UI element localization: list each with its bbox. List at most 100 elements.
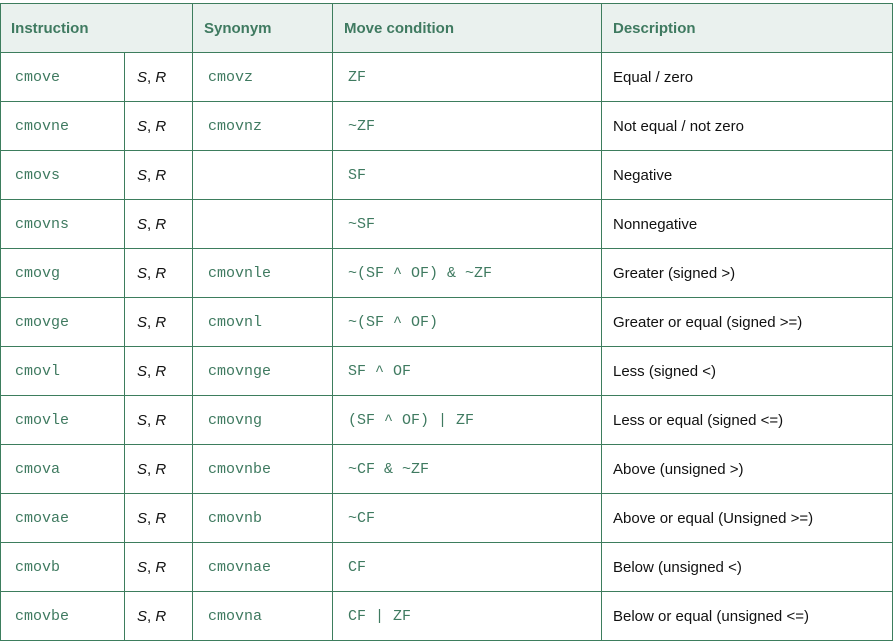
operands-cell: S, R [124,199,193,249]
operand-source: S [137,166,148,184]
synonym-cell: cmovnb [192,493,333,543]
operand-source: S [137,362,148,380]
operand-register: R [155,264,167,282]
instruction-cell: cmovg [0,248,125,298]
operand-source: S [137,558,148,576]
description-cell: Below or equal (unsigned <=) [601,591,893,641]
operands-cell: S, R [124,150,193,200]
operand-source: S [137,460,148,478]
operand-register: R [155,460,167,478]
synonym-cell: cmovnz [192,101,333,151]
operand-register: R [155,558,167,576]
operand-register: R [155,607,167,625]
synonym-cell: cmovnl [192,297,333,347]
operands-cell: S, R [124,542,193,592]
operands-cell: S, R [124,493,193,543]
operand-register: R [155,313,167,331]
move-condition-cell: ~CF & ~ZF [332,444,602,494]
synonym-cell: cmovz [192,52,333,102]
description-cell: Greater (signed >) [601,248,893,298]
instruction-cell: cmovns [0,199,125,249]
description-cell: Equal / zero [601,52,893,102]
instruction-cell: cmovbe [0,591,125,641]
description-cell: Negative [601,150,893,200]
header-description: Description [601,3,893,53]
synonym-cell: cmovnge [192,346,333,396]
move-condition-cell: CF | ZF [332,591,602,641]
synonym-cell: cmovnle [192,248,333,298]
move-condition-cell: ZF [332,52,602,102]
move-condition-cell: SF [332,150,602,200]
operands-cell: S, R [124,248,193,298]
conditional-move-table: Instruction Synonym Move condition Descr… [0,3,893,641]
operand-register: R [155,166,167,184]
operands-cell: S, R [124,297,193,347]
operand-source: S [137,215,148,233]
operand-source: S [137,313,148,331]
operand-source: S [137,509,148,527]
operand-register: R [155,411,167,429]
operands-cell: S, R [124,395,193,445]
instruction-cell: cmove [0,52,125,102]
table-row: cmovs S, R SF Negative [0,150,893,200]
instruction-cell: cmovle [0,395,125,445]
move-condition-cell: ~ZF [332,101,602,151]
operands-cell: S, R [124,101,193,151]
operand-register: R [155,215,167,233]
move-condition-cell: (SF ^ OF) | ZF [332,395,602,445]
instruction-cell: cmovae [0,493,125,543]
operand-register: R [155,362,167,380]
move-condition-cell: ~SF [332,199,602,249]
description-cell: Greater or equal (signed >=) [601,297,893,347]
operands-cell: S, R [124,444,193,494]
operand-source: S [137,411,148,429]
operand-source: S [137,117,148,135]
header-instruction: Instruction [0,3,193,53]
header-synonym: Synonym [192,3,333,53]
description-cell: Above (unsigned >) [601,444,893,494]
operand-source: S [137,68,148,86]
synonym-cell [192,150,333,200]
operand-register: R [155,68,167,86]
synonym-cell: cmovnae [192,542,333,592]
description-cell: Below (unsigned <) [601,542,893,592]
description-cell: Above or equal (Unsigned >=) [601,493,893,543]
operand-register: R [155,117,167,135]
instruction-cell: cmovl [0,346,125,396]
header-row: Instruction Synonym Move condition Descr… [0,3,893,53]
description-cell: Nonnegative [601,199,893,249]
header-move-condition: Move condition [332,3,602,53]
instruction-cell: cmovne [0,101,125,151]
instruction-cell: cmovs [0,150,125,200]
synonym-cell: cmovng [192,395,333,445]
operands-cell: S, R [124,52,193,102]
description-cell: Not equal / not zero [601,101,893,151]
operand-source: S [137,607,148,625]
operands-cell: S, R [124,591,193,641]
operand-source: S [137,264,148,282]
move-condition-cell: ~CF [332,493,602,543]
move-condition-cell: ~(SF ^ OF) & ~ZF [332,248,602,298]
description-cell: Less or equal (signed <=) [601,395,893,445]
synonym-cell: cmovna [192,591,333,641]
instruction-cell: cmovge [0,297,125,347]
move-condition-cell: SF ^ OF [332,346,602,396]
synonym-cell: cmovnbe [192,444,333,494]
instruction-cell: cmova [0,444,125,494]
table-row: cmovns S, R ~SF Nonnegative [0,199,893,249]
operand-register: R [155,509,167,527]
operands-cell: S, R [124,346,193,396]
instruction-cell: cmovb [0,542,125,592]
move-condition-cell: ~(SF ^ OF) [332,297,602,347]
